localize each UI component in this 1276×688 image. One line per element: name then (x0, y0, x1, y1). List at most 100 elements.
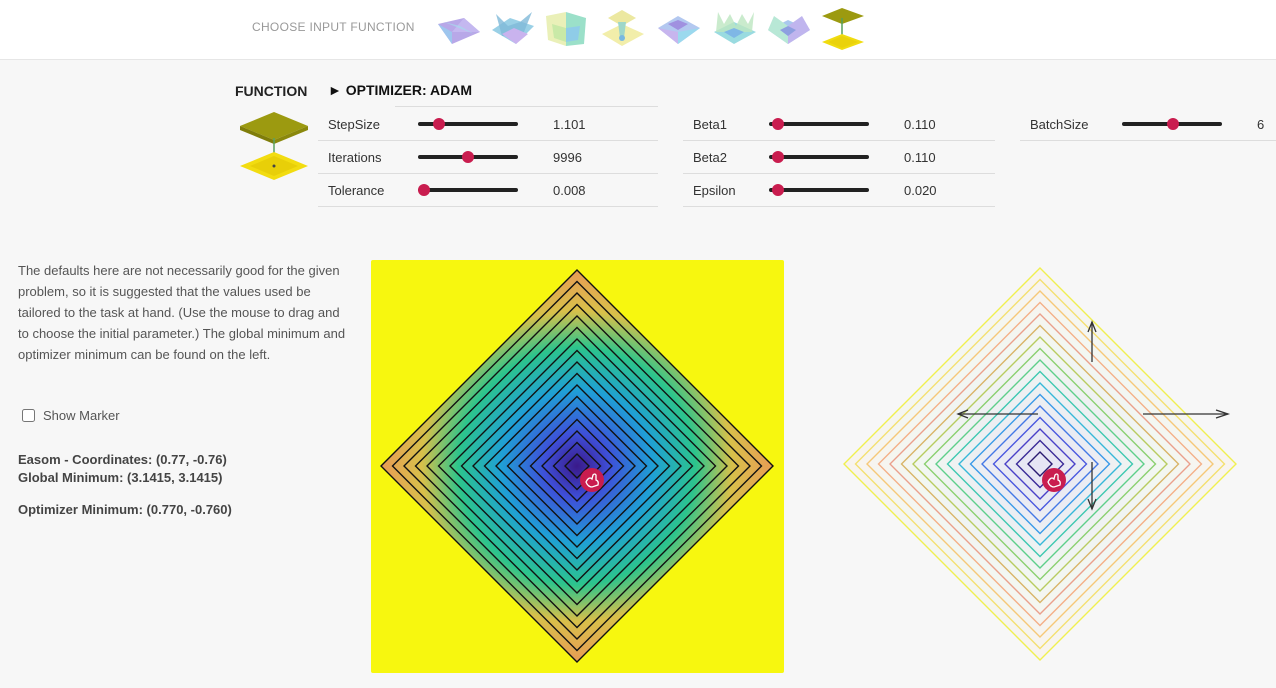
optimizer-title[interactable]: ► OPTIMIZER: ADAM (328, 82, 472, 98)
function-thumb-5[interactable] (654, 4, 702, 54)
gradient-contour-line (1004, 428, 1076, 500)
contour-line (426, 315, 728, 617)
gradient-contour-line (1027, 451, 1053, 477)
function-thumb-8[interactable] (818, 4, 866, 54)
slider-knob[interactable] (1167, 118, 1179, 130)
slider-knob[interactable] (772, 118, 784, 130)
function-thumb-2[interactable] (488, 4, 536, 54)
param-value-iterations: 9996 (553, 150, 582, 165)
contour-heatmap-svg[interactable] (371, 260, 784, 673)
heatmap-fill (381, 270, 773, 662)
gradient-contour-line (992, 416, 1088, 512)
drag-hand-icon[interactable] (580, 468, 604, 492)
contour-line (529, 418, 625, 514)
gradient-contour-line (912, 336, 1168, 592)
choose-input-function-label: CHOOSE INPUT FUNCTION (252, 20, 415, 34)
gradient-contour-lines (843, 267, 1237, 661)
param-row-beta2: Beta2 0.110 (683, 141, 995, 174)
function-label: FUNCTION (235, 83, 308, 99)
surface-saddle-icon (438, 18, 480, 44)
gradient-contour-line (866, 290, 1214, 638)
global-minimum: Global Minimum: (3.1415, 3.1415) (18, 470, 223, 485)
param-row-tolerance: Tolerance 0.008 (318, 174, 658, 207)
surface-valley-icon (768, 16, 810, 44)
slider-knob[interactable] (462, 151, 474, 163)
slider-knob[interactable] (418, 184, 430, 196)
function-thumb-7[interactable] (764, 4, 812, 54)
gradient-contour-line (969, 393, 1111, 535)
gradient-contour-line (935, 359, 1145, 569)
param-label-beta1: Beta1 (693, 117, 727, 132)
param-value-beta1: 0.110 (904, 117, 936, 132)
param-row-beta1: Beta1 0.110 (683, 108, 995, 141)
param-value-batchsize: 6 (1257, 117, 1265, 132)
param-value-epsilon: 0.020 (904, 183, 937, 198)
contour-plot-gradient[interactable] (838, 262, 1243, 667)
contour-line (414, 303, 740, 629)
gradient-field-fill (844, 268, 1236, 660)
function-thumb-4[interactable] (598, 4, 646, 54)
param-label-epsilon: Epsilon (693, 183, 736, 198)
contour-plot-heatmap[interactable] (371, 260, 784, 673)
surface-bowl-icon (658, 16, 700, 44)
function-thumb-3[interactable] (542, 4, 590, 54)
contour-line (541, 430, 613, 502)
surface-fold-icon (546, 12, 586, 46)
epsilon-slider[interactable] (769, 184, 869, 196)
surface-easom-icon (822, 8, 864, 50)
contour-line (472, 361, 682, 571)
param-label-iterations: Iterations (328, 150, 382, 165)
easom-surface-icon (238, 108, 310, 186)
gradient-contour-line (981, 405, 1099, 523)
show-marker-toggle[interactable]: Show Marker (18, 408, 120, 423)
contour-line (449, 338, 705, 594)
gradient-contour-line (854, 278, 1226, 650)
slider-knob[interactable] (772, 151, 784, 163)
param-label-tolerance: Tolerance (328, 183, 385, 198)
param-value-beta2: 0.110 (904, 150, 936, 165)
param-row-batchsize: BatchSize 6 (1020, 108, 1276, 141)
surface-cone-icon (602, 10, 644, 46)
gradient-contour-line (923, 347, 1157, 581)
contour-gradient-svg[interactable] (838, 262, 1243, 667)
optimizer-minimum: Optimizer Minimum: (0.770, -0.760) (18, 502, 232, 517)
gradient-contour-line (877, 301, 1203, 627)
contour-line (506, 395, 648, 537)
gradient-contour-line (889, 313, 1191, 615)
contour-line (391, 280, 763, 652)
surface-wave-icon (492, 12, 534, 44)
tolerance-slider[interactable] (418, 184, 518, 196)
show-marker-checkbox[interactable] (22, 409, 35, 422)
beta2-slider[interactable] (769, 151, 869, 163)
function-thumb-1[interactable] (434, 4, 482, 54)
param-label-stepsize: StepSize (328, 117, 381, 132)
contour-line (552, 441, 602, 491)
gradient-arrow-icon (956, 320, 1231, 511)
contour-line (495, 384, 659, 548)
gradient-contour-line (900, 324, 1180, 604)
gradient-contour-line (958, 382, 1122, 546)
contour-line (380, 269, 774, 663)
contour-line (403, 292, 751, 640)
easom-coordinates: Easom - Coordinates: (0.77, -0.76) (18, 452, 227, 467)
iterations-slider[interactable] (418, 151, 518, 163)
slider-knob[interactable] (772, 184, 784, 196)
param-value-stepsize: 1.101 (553, 117, 586, 132)
param-row-epsilon: Epsilon 0.020 (683, 174, 995, 207)
slider-knob[interactable] (433, 118, 445, 130)
top-bar: CHOOSE INPUT FUNCTION (0, 0, 1276, 60)
contour-line (564, 453, 590, 479)
function-thumb-6[interactable] (710, 4, 758, 54)
stepsize-slider[interactable] (418, 118, 518, 130)
contour-line (483, 372, 671, 560)
param-value-tolerance: 0.008 (553, 183, 586, 198)
drag-hand-icon[interactable] (1042, 468, 1066, 492)
batchsize-slider[interactable] (1122, 118, 1222, 130)
beta1-slider[interactable] (769, 118, 869, 130)
description-text: The defaults here are not necessarily go… (18, 263, 346, 362)
show-marker-label: Show Marker (43, 408, 120, 423)
param-label-batchsize: BatchSize (1030, 117, 1089, 132)
gradient-contour-line (946, 370, 1134, 558)
gradient-contour-line (843, 267, 1237, 661)
contour-line (460, 349, 694, 583)
